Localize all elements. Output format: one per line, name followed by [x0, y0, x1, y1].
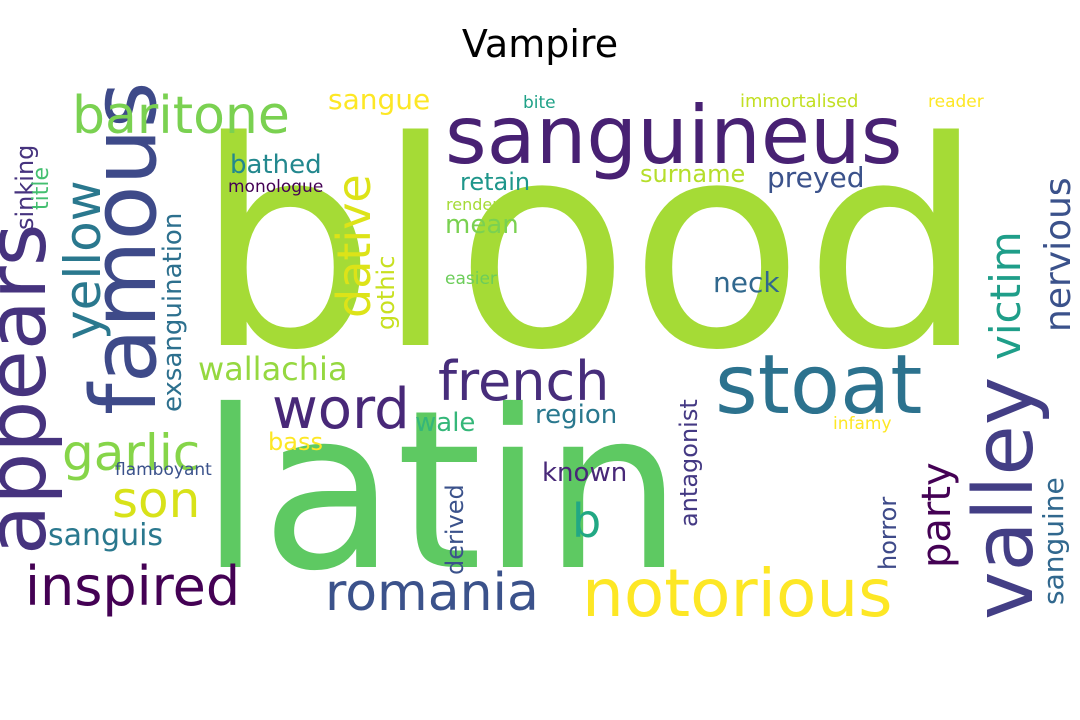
- word-inspired: inspired: [25, 555, 240, 618]
- word-sanguine: sanguine: [1037, 477, 1070, 605]
- word-latin: latin: [200, 363, 683, 619]
- word-derived: derived: [441, 484, 469, 575]
- word-valley: valley: [957, 377, 1052, 620]
- word-word: word: [272, 377, 410, 442]
- word-flamboyant: flamboyant: [115, 460, 212, 480]
- word-stoat: stoat: [715, 338, 922, 433]
- chart-title: Vampire: [461, 22, 619, 66]
- word-title: title: [29, 167, 54, 210]
- word-sangue: sangue: [328, 83, 430, 116]
- word-wale: wale: [415, 408, 475, 438]
- word-render: render: [446, 195, 499, 214]
- word-retain: retain: [460, 168, 530, 196]
- word-victim: victim: [981, 231, 1030, 360]
- word-mean: mean: [445, 210, 519, 240]
- word-horror: horror: [874, 497, 902, 570]
- word-sanguis: sanguis: [48, 518, 163, 553]
- word-famous: famous: [72, 81, 177, 415]
- word-neck: neck: [713, 266, 780, 299]
- word-reader: reader: [928, 92, 984, 112]
- word-bite: bite: [523, 93, 556, 113]
- word-preyed: preyed: [767, 161, 864, 194]
- word-blood: blood: [195, 81, 985, 413]
- word-yellow: yellow: [54, 180, 112, 340]
- word-garlic: garlic: [62, 424, 200, 482]
- word-easier: easier: [445, 269, 497, 289]
- word-surname: surname: [640, 160, 745, 188]
- word-exsanguination: exsanguination: [158, 213, 188, 412]
- word-known: known: [542, 458, 627, 488]
- word-infamy: infamy: [833, 414, 892, 434]
- word-bass: bass: [268, 428, 323, 456]
- word-monologue: monologue: [228, 177, 323, 197]
- word-immortalised: immortalised: [740, 91, 858, 112]
- word-b: b: [572, 494, 601, 548]
- word-party: party: [914, 462, 960, 568]
- word-appears: appears: [0, 224, 65, 555]
- word-notorious: notorious: [582, 555, 893, 632]
- word-region: region: [535, 400, 617, 430]
- word-bathed: bathed: [230, 150, 322, 180]
- word-gothic: gothic: [372, 256, 400, 330]
- word-wallachia: wallachia: [198, 350, 348, 388]
- word-romania: romania: [325, 563, 539, 623]
- word-antagonist: antagonist: [675, 399, 703, 527]
- word-baritone: baritone: [72, 86, 290, 146]
- word-nervious: nervious: [1038, 177, 1079, 332]
- word-sinking: sinking: [11, 145, 39, 230]
- word-french: french: [438, 350, 609, 413]
- word-dative: dative: [327, 174, 381, 318]
- word-son: son: [112, 471, 200, 529]
- word-sanguineus: sanguineus: [445, 89, 902, 182]
